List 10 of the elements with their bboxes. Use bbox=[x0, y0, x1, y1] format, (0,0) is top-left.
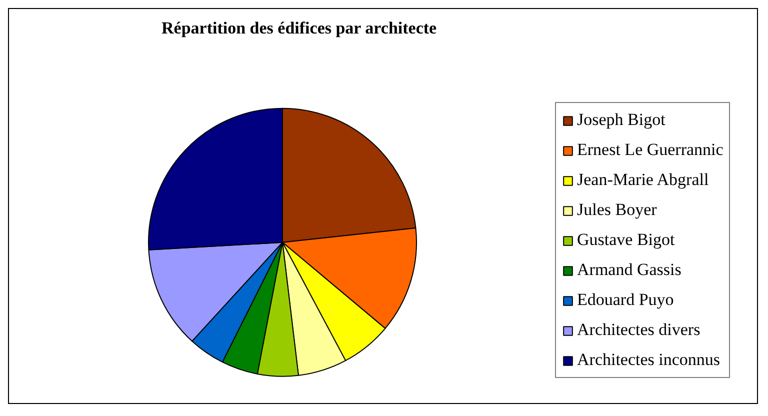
legend-label: Joseph Bigot bbox=[577, 109, 666, 131]
legend-label: Jules Boyer bbox=[577, 199, 657, 221]
legend-label: Edouard Puyo bbox=[577, 289, 674, 311]
legend-label: Ernest Le Guerrannic bbox=[577, 139, 724, 161]
legend-label: Gustave Bigot bbox=[577, 229, 675, 251]
legend-label: Jean-Marie Abgrall bbox=[577, 169, 709, 191]
legend-label: Architectes inconnus bbox=[577, 349, 720, 371]
legend-label: Armand Gassis bbox=[577, 259, 682, 281]
legend-label: Architectes divers bbox=[577, 319, 700, 341]
chart-title: Répartition des édifices par architecte bbox=[162, 18, 438, 38]
